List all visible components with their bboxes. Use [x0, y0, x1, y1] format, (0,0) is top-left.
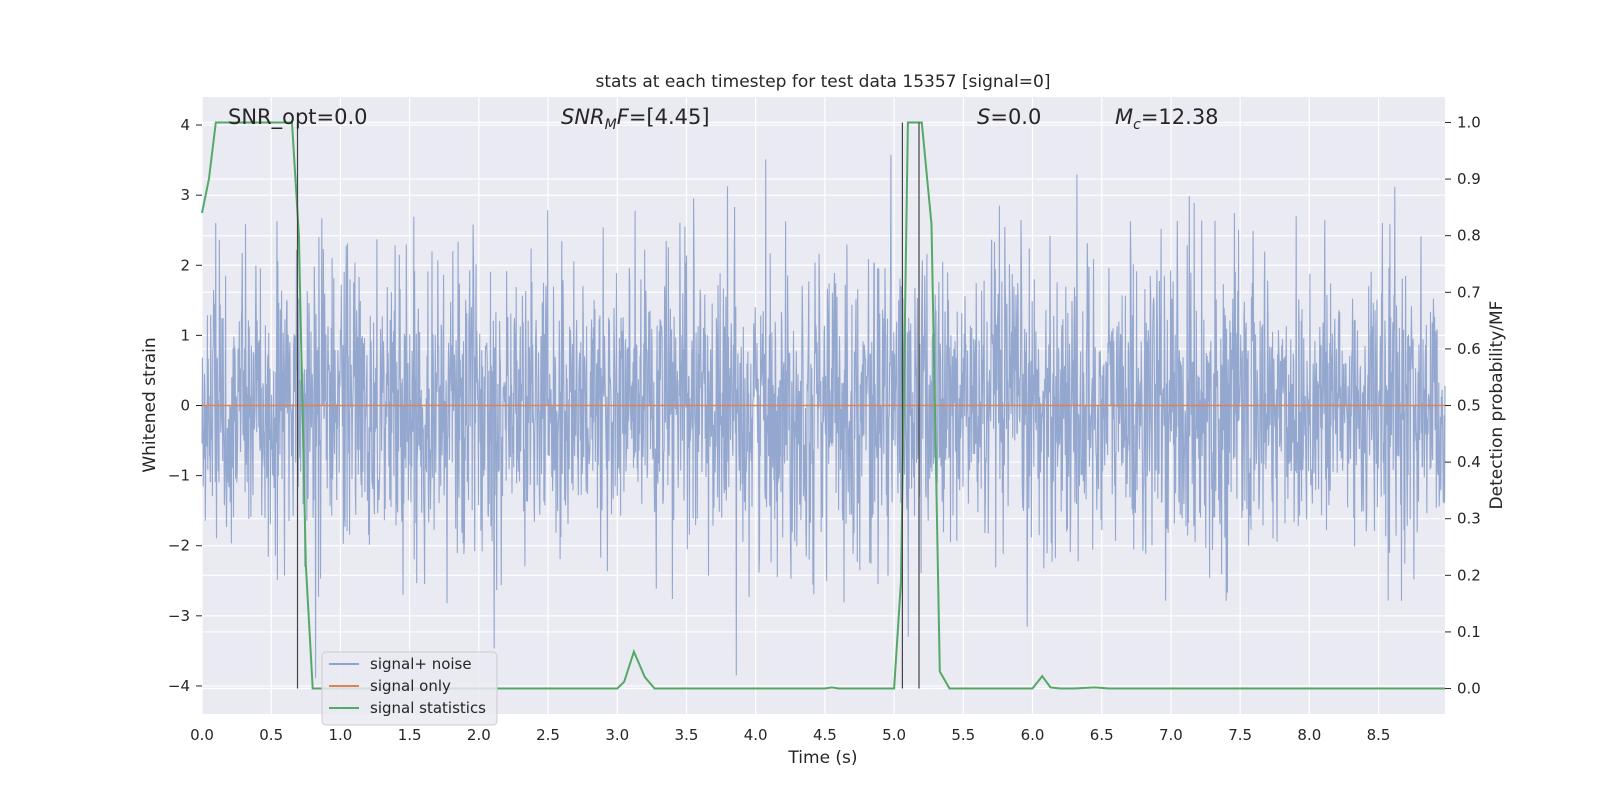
legend: signal+ noise signal only signal statist… [321, 651, 498, 726]
y-tick-label: −1 [168, 467, 190, 485]
y-tick-label: 4 [180, 116, 190, 134]
y2-tick-label: 0.2 [1457, 566, 1481, 584]
x-tick-label: 5.5 [951, 726, 975, 744]
x-tick-label: 7.5 [1228, 726, 1252, 744]
y2-tick-label: 0.6 [1457, 340, 1481, 358]
series-signal-statistics [201, 121, 1445, 690]
y-tick-label: 3 [180, 186, 190, 204]
x-tick-label: 0.0 [190, 726, 214, 744]
x-tick-label: 6.5 [1090, 726, 1114, 744]
legend-label-statistics: signal statistics [370, 699, 486, 717]
y-tick-label: 1 [180, 326, 190, 344]
x-tick-label: 1.5 [398, 726, 422, 744]
x-tick-label: 1.0 [328, 726, 352, 744]
noise-layer [201, 154, 1446, 679]
x-tick-label: 8.5 [1367, 726, 1391, 744]
y2-tick-label: 0.3 [1457, 510, 1481, 528]
x-tick-label: 8.0 [1297, 726, 1321, 744]
x-tick-label: 6.0 [1021, 726, 1045, 744]
series-layer [201, 121, 1445, 690]
x-tick-label: 4.5 [813, 726, 837, 744]
x-tick-label: 7.0 [1159, 726, 1183, 744]
annotation-mc: Mc=12.38 [1115, 105, 1219, 133]
annotation-snr-opt: SNR_opt=0.0 [228, 105, 368, 130]
y2-tick-labels: 1.0 0.9 0.8 0.7 0.6 0.5 0.4 0.3 0.2 0.1 0.0 [1445, 113, 1481, 698]
x-tick-label: 2.0 [467, 726, 491, 744]
x-tick-label: 5.0 [882, 726, 906, 744]
y2-tick-label: 0.9 [1457, 170, 1481, 188]
y2-tick-label: 0.8 [1457, 227, 1481, 245]
legend-box [321, 651, 498, 726]
y-tick-label: 0 [180, 397, 190, 415]
y2-tick-label: 0.4 [1457, 453, 1481, 471]
x-tick-label: 3.5 [675, 726, 699, 744]
y2-tick-label: 0.0 [1457, 680, 1481, 698]
legend-label-signal: signal only [370, 677, 451, 695]
y2-tick-label: 0.1 [1457, 623, 1481, 641]
y-tick-label: 2 [180, 256, 190, 274]
x-tick-label: 0.5 [259, 726, 283, 744]
legend-label-noise: signal+ noise [370, 655, 472, 673]
y-tick-label: −2 [168, 537, 190, 555]
chart-title: stats at each timestep for test data 153… [596, 72, 1051, 92]
series-signal-noise [201, 154, 1446, 679]
vline-layer [296, 122, 920, 689]
y2-tick-label: 0.5 [1457, 397, 1481, 415]
x-tick-label: 4.0 [744, 726, 768, 744]
annotation-s: S=0.0 [977, 105, 1041, 129]
annotations: SNR_opt=0.0 SNRMF=[4.45] S=0.0 Mc=12.38 [228, 105, 1219, 133]
y-tick-label: −3 [168, 607, 190, 625]
y2-axis-label: Detection probability/MF [1487, 301, 1507, 510]
y2-tick-label: 0.7 [1457, 283, 1481, 301]
y2-tick-label: 1.0 [1457, 113, 1481, 131]
x-tick-label: 3.0 [605, 726, 629, 744]
annotation-snr-mf: SNRMF=[4.45] [561, 105, 710, 133]
x-axis-label: Time (s) [787, 748, 857, 768]
y-tick-label: −4 [168, 677, 190, 695]
y-tick-labels: 4 3 2 1 0 −1 −2 −3 −4 [168, 116, 202, 695]
x-tick-label: 2.5 [536, 726, 560, 744]
y-axis-label: Whitened strain [140, 337, 160, 472]
x-tick-labels: 0.0 0.5 1.0 1.5 2.0 2.5 3.0 3.5 4.0 4.5 5.0 5.5 6.0 6… [190, 726, 1390, 744]
